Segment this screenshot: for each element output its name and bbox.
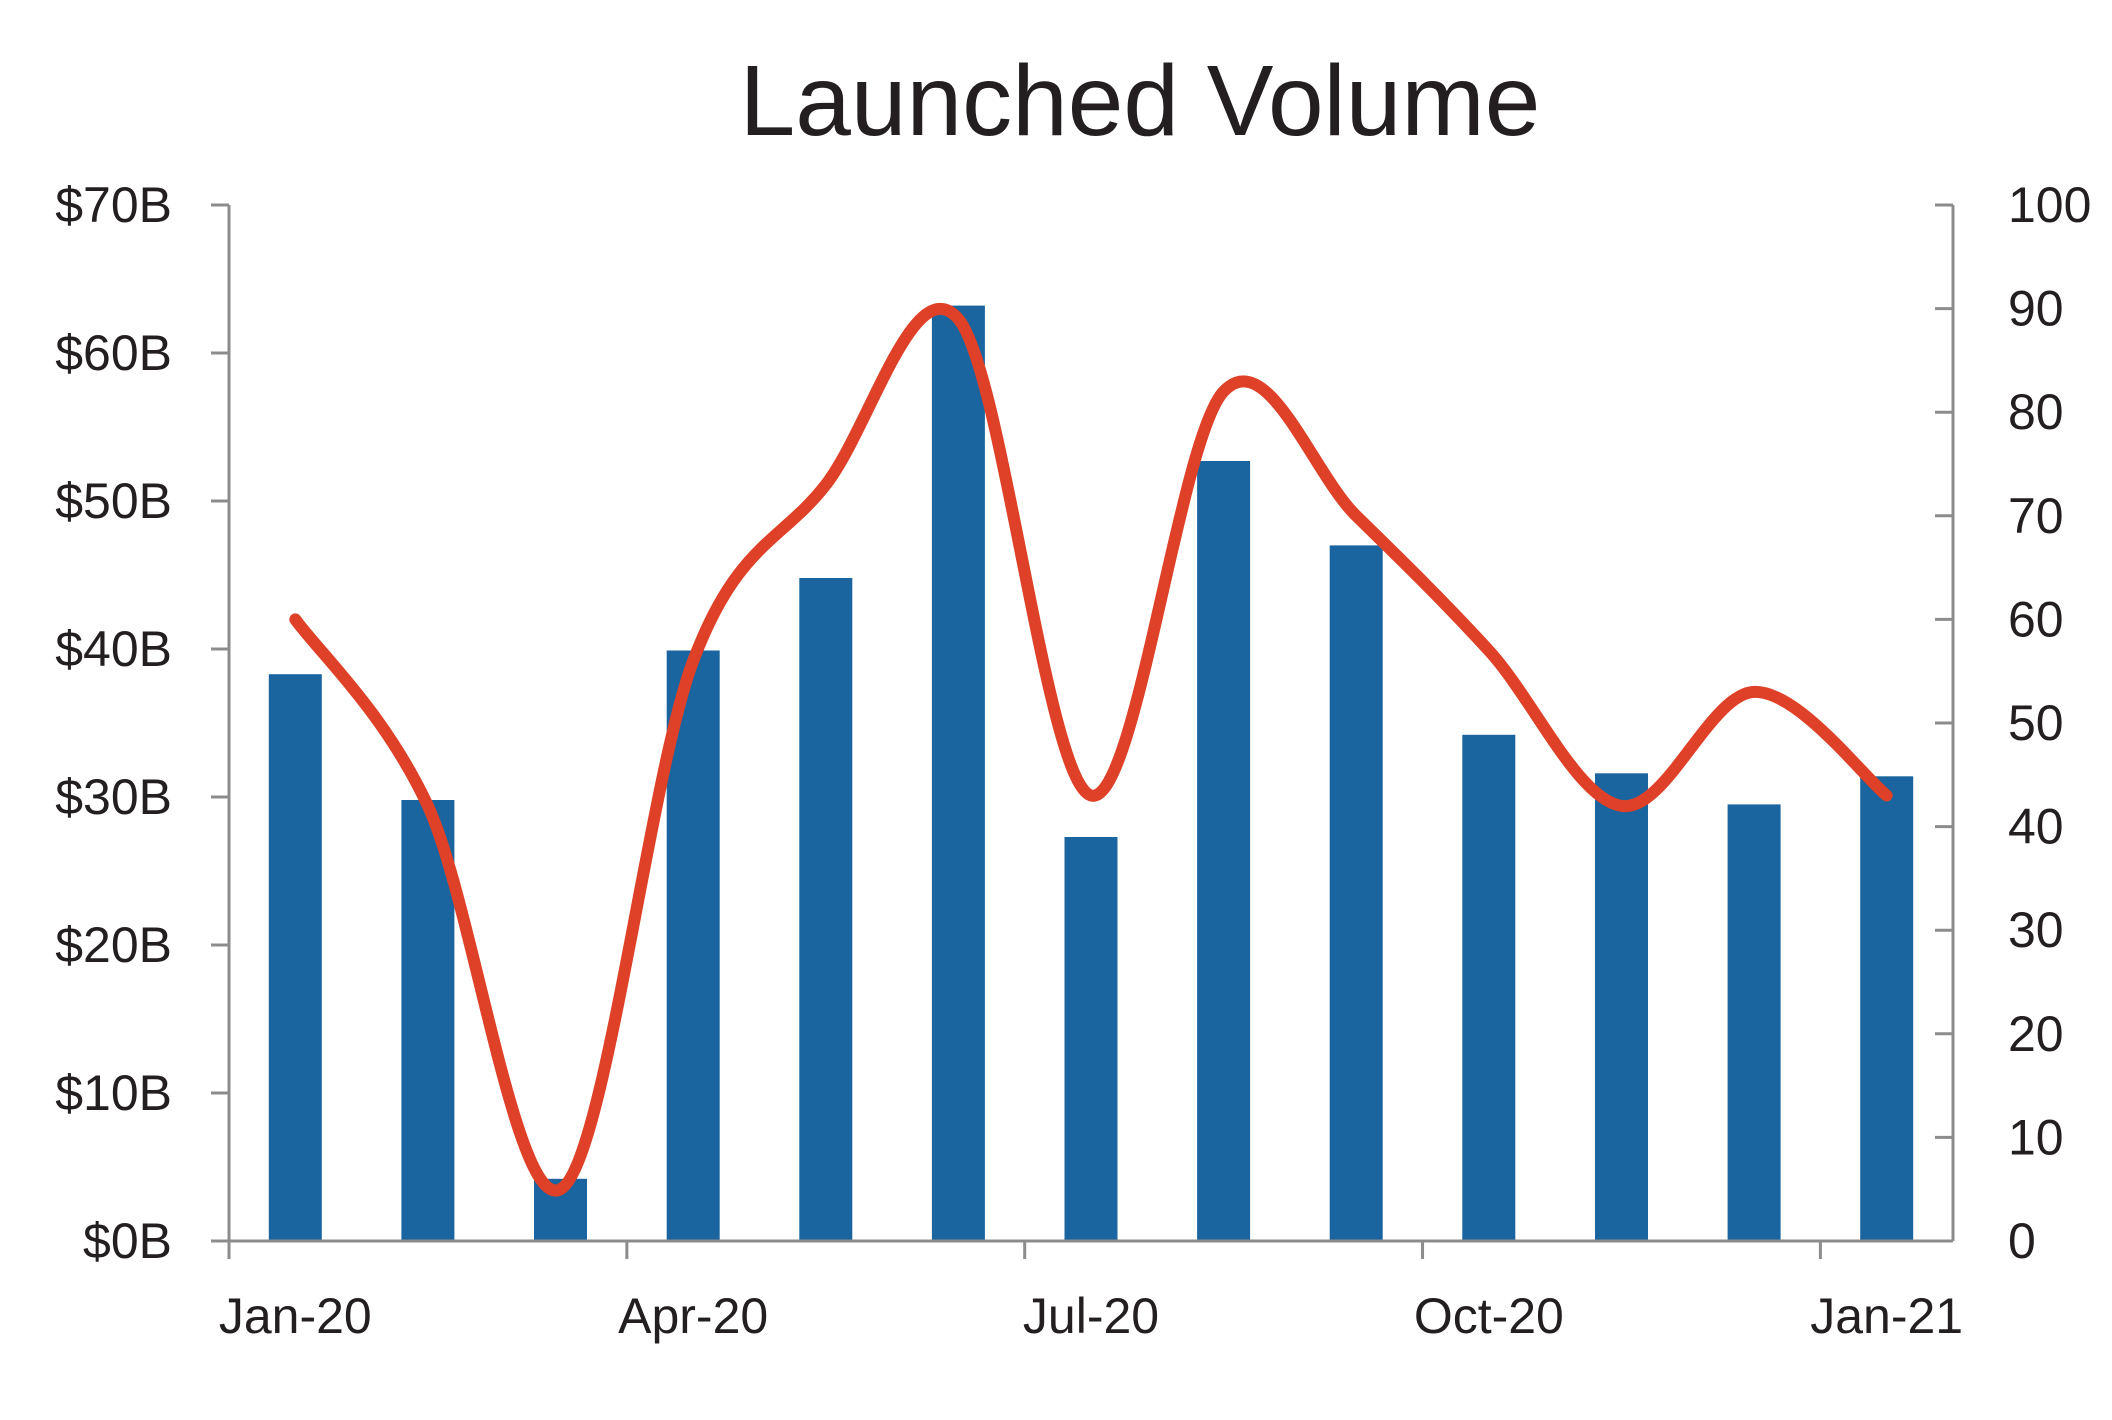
right-axis-tick-label: 20 [2008,1006,2064,1062]
x-axis-tick-label: Oct-20 [1414,1288,1564,1344]
bar-2020-11 [1595,773,1648,1241]
bar-2020-09 [1329,545,1383,1241]
bar-2020-08 [1197,461,1251,1241]
labels-layer: $0B $10B $20B $30B $40B $50B $60B $70B 0 10 20 30 40… [55,177,2091,1344]
right-axis-tick-label: 0 [2008,1213,2036,1269]
right-axis-tick-label: 10 [2008,1109,2064,1165]
bar-2020-04 [666,650,720,1241]
bar-2020-12 [1727,804,1781,1241]
right-axis-tick-label: 60 [2008,591,2064,647]
bar-2020-06 [931,305,985,1242]
x-axis-tick-label: Apr-20 [618,1288,768,1344]
x-axis-tick-label: Jan-20 [219,1288,372,1344]
right-axis-tick-label: 40 [2008,799,2064,855]
line-layer [289,303,1893,1197]
x-axis-tick-label: Jul-20 [1023,1288,1159,1344]
bar-2021-01 [1860,776,1914,1241]
right-axis-tick-label: 30 [2008,902,2064,958]
right-axis-tick-label: 50 [2008,695,2064,751]
x-axis-tick-label: Jan-21 [1810,1288,1963,1344]
left-axis-tick-label: $20B [55,917,172,973]
left-axis-tick-label: $40B [55,621,172,677]
left-axis-tick-label: $30B [55,769,172,825]
right-axis-tick-label: 90 [2008,281,2064,337]
left-axis-tick-label: $70B [55,177,172,233]
right-axis-tick-label: 70 [2008,488,2064,544]
left-axis-tick-label: $10B [55,1065,172,1121]
chart-title: Launched Volume [740,45,1541,157]
bar-2020-01 [268,674,322,1241]
left-axis-tick-label: $50B [55,473,172,529]
bar-2020-10 [1462,734,1516,1241]
bar-2020-05 [799,578,853,1241]
right-axis-tick-label: 100 [2008,177,2091,233]
bar-2020-07 [1064,837,1118,1241]
left-axis-tick-label: $60B [55,325,172,381]
deal-count-line [289,303,1893,1197]
left-axis-tick-label: $0B [83,1213,172,1269]
right-axis-tick-label: 80 [2008,384,2064,440]
axes-layer [211,203,1955,1259]
